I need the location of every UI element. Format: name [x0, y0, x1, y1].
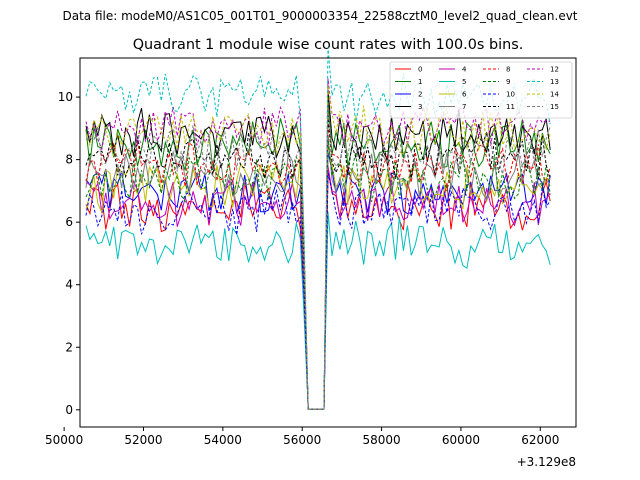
x-tick-label: 50000 — [45, 433, 83, 447]
series-line-15 — [85, 106, 551, 410]
series-line-12 — [85, 78, 551, 410]
series-line-13 — [85, 47, 551, 410]
legend-label-9: 9 — [506, 78, 510, 86]
x-tick-label: 56000 — [283, 433, 321, 447]
legend-label-10: 10 — [506, 91, 515, 99]
x-tick-label: 60000 — [442, 433, 480, 447]
legend-label-14: 14 — [550, 91, 559, 99]
series-line-2 — [85, 151, 551, 410]
legend-label-6: 6 — [462, 91, 467, 99]
x-tick-label: 62000 — [521, 433, 559, 447]
y-tick-label: 8 — [65, 153, 73, 167]
legend-label-7: 7 — [462, 103, 466, 111]
legend-label-1: 1 — [418, 78, 422, 86]
y-tick-label: 4 — [65, 278, 73, 292]
legend-label-3: 3 — [418, 103, 422, 111]
legend-label-2: 2 — [418, 91, 422, 99]
chart-title: Quadrant 1 module wise count rates with … — [133, 37, 524, 53]
y-tick-label: 2 — [65, 340, 73, 354]
series-line-5 — [85, 211, 551, 410]
x-tick-label: 54000 — [204, 433, 242, 447]
plot-lines — [85, 47, 551, 410]
y-tick-label: 10 — [58, 90, 73, 104]
x-axis: 50000 52000 54000 56000 58000 60000 62000 — [45, 427, 559, 447]
legend-label-4: 4 — [462, 66, 467, 74]
y-tick-label: 0 — [65, 403, 73, 417]
legend-label-0: 0 — [418, 66, 422, 74]
series-line-0 — [85, 169, 551, 410]
legend-box — [389, 61, 573, 119]
legend-label-12: 12 — [550, 66, 559, 74]
axes-frame — [79, 57, 577, 428]
series-line-10 — [85, 172, 551, 410]
legend-label-15: 15 — [550, 103, 559, 111]
y-tick-label: 6 — [65, 215, 73, 229]
y-axis: 0 2 4 6 8 10 — [58, 90, 80, 417]
legend-label-11: 11 — [506, 103, 515, 111]
legend-label-5: 5 — [462, 78, 466, 86]
series-line-7 — [85, 134, 551, 410]
series-line-8 — [85, 124, 551, 410]
x-tick-label: 52000 — [124, 433, 162, 447]
legend-label-8: 8 — [506, 66, 510, 74]
series-line-9 — [85, 138, 551, 410]
data-file-label: Data file: modeM0/AS1C05_001T01_90000033… — [62, 9, 577, 23]
x-tick-label: 58000 — [362, 433, 400, 447]
series-line-14 — [85, 85, 551, 410]
series-line-11 — [85, 113, 551, 410]
legend-label-13: 13 — [550, 78, 559, 86]
x-offset-label: +3.129e8 — [517, 455, 576, 469]
